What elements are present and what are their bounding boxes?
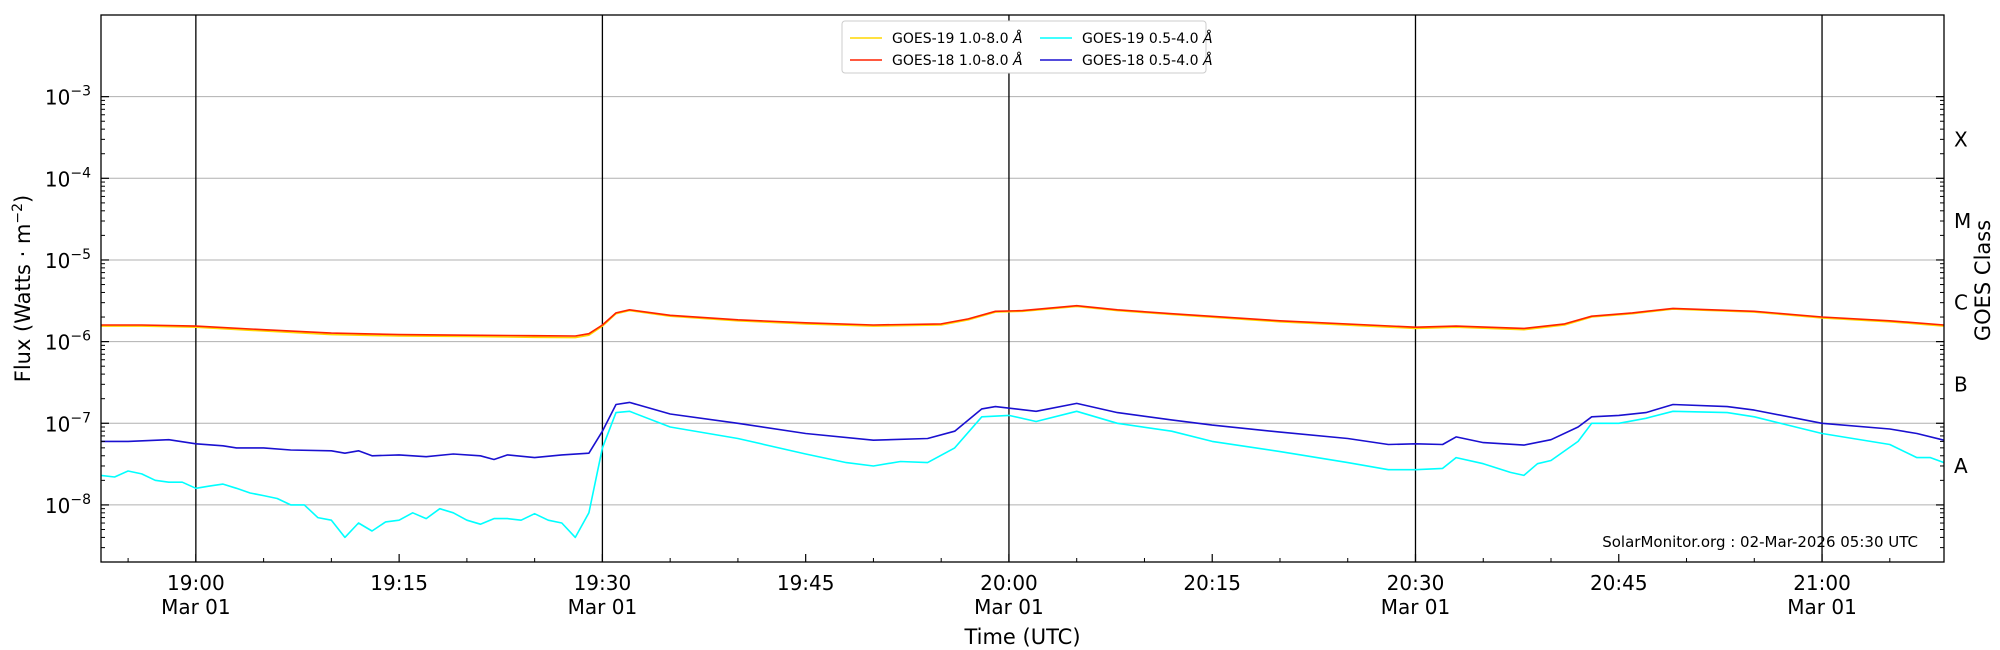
x-tick-label: 20:45: [1590, 571, 1648, 595]
legend-label: GOES-19 1.0-8.0 Å: [892, 30, 1023, 47]
y-tick-base: 10: [45, 249, 70, 273]
series-line: [101, 304, 1945, 337]
x-tick-label: 19:30: [574, 571, 632, 595]
legend-label-unit: Å: [1012, 30, 1023, 47]
legend-label-unit: Å: [1202, 52, 1213, 69]
series-layer: [100, 304, 1945, 539]
series-line: [101, 401, 1945, 461]
goes-class-label: B: [1954, 372, 1968, 396]
x-tick-date-label: Mar 01: [161, 595, 231, 619]
y-tick-base: 10: [45, 331, 70, 355]
legend-label-unit: Å: [1202, 30, 1213, 47]
legend-label-name: GOES-18 1.0-8.0: [892, 53, 1013, 69]
goes-class-label: C: [1954, 291, 1968, 315]
y-tick-exponent: −8: [70, 492, 91, 508]
x-tick-label: 20:00: [980, 571, 1038, 595]
y-tick-exponent: −4: [70, 165, 91, 181]
y-axis-title-prefix: Flux (Watts · m: [11, 224, 35, 383]
x-tick-label: 19:15: [370, 571, 428, 595]
x-tick-label: 19:45: [777, 571, 835, 595]
x-tick-date-label: Mar 01: [1381, 595, 1451, 619]
legend-box: [841, 20, 1207, 74]
grid-layer: [101, 96, 1944, 506]
plot-frame: [100, 14, 1945, 563]
y-tick-exponent: −5: [70, 247, 91, 263]
x-tick-date-label: Mar 01: [568, 595, 638, 619]
y-axis-title: Flux (Watts · m−2): [10, 195, 35, 383]
goes-class-label: X: [1954, 127, 1968, 151]
x-tick-label: 21:00: [1793, 571, 1851, 595]
y-tick-exponent: −7: [70, 410, 91, 426]
y-tick-label: 10−4: [45, 165, 91, 191]
y-tick-exponent: −6: [70, 329, 91, 345]
legend-label-name: GOES-18 0.5-4.0: [1082, 53, 1203, 69]
y-axis-title-exponent: −2: [10, 203, 26, 224]
y-tick-label: 10−6: [45, 329, 91, 355]
x-tick-label: 20:30: [1387, 571, 1445, 595]
legend-label: GOES-19 0.5-4.0 Å: [1082, 30, 1213, 47]
y-tick-base: 10: [45, 167, 70, 191]
goes-class-label: A: [1954, 454, 1968, 478]
x-tick-date-label: Mar 01: [1787, 595, 1857, 619]
x-tick-label: 19:00: [167, 571, 225, 595]
goes-class-label: M: [1954, 209, 1971, 233]
credit-text: SolarMonitor.org : 02-Mar-2026 05:30 UTC: [1602, 533, 1918, 551]
y-tick-label: 10−5: [45, 247, 91, 273]
y-tick-label: 10−7: [45, 410, 91, 436]
x-tick-date-label: Mar 01: [974, 595, 1044, 619]
legend-label-name: GOES-19 0.5-4.0: [1082, 31, 1203, 47]
x-axis-title: Time (UTC): [963, 625, 1080, 649]
legend-label: GOES-18 1.0-8.0 Å: [892, 52, 1023, 69]
legend-label-unit: Å: [1012, 52, 1023, 69]
legend-label: GOES-18 0.5-4.0 Å: [1082, 52, 1213, 69]
y-tick-label: 10−3: [45, 84, 91, 110]
y-tick-base: 10: [45, 494, 70, 518]
x-tick-label: 20:15: [1183, 571, 1241, 595]
day-marker-lines: [195, 15, 1823, 562]
y-axis-title-suffix: ): [11, 195, 35, 203]
y-tick-label: 10−8: [45, 492, 91, 518]
y-tick-base: 10: [45, 412, 70, 436]
y-tick-exponent: −3: [70, 84, 91, 100]
legend-label-name: GOES-19 1.0-8.0: [892, 31, 1013, 47]
series-line: [100, 410, 1945, 539]
y-tick-base: 10: [45, 86, 70, 110]
goes-class-axis-title: GOES Class: [1971, 220, 1995, 341]
